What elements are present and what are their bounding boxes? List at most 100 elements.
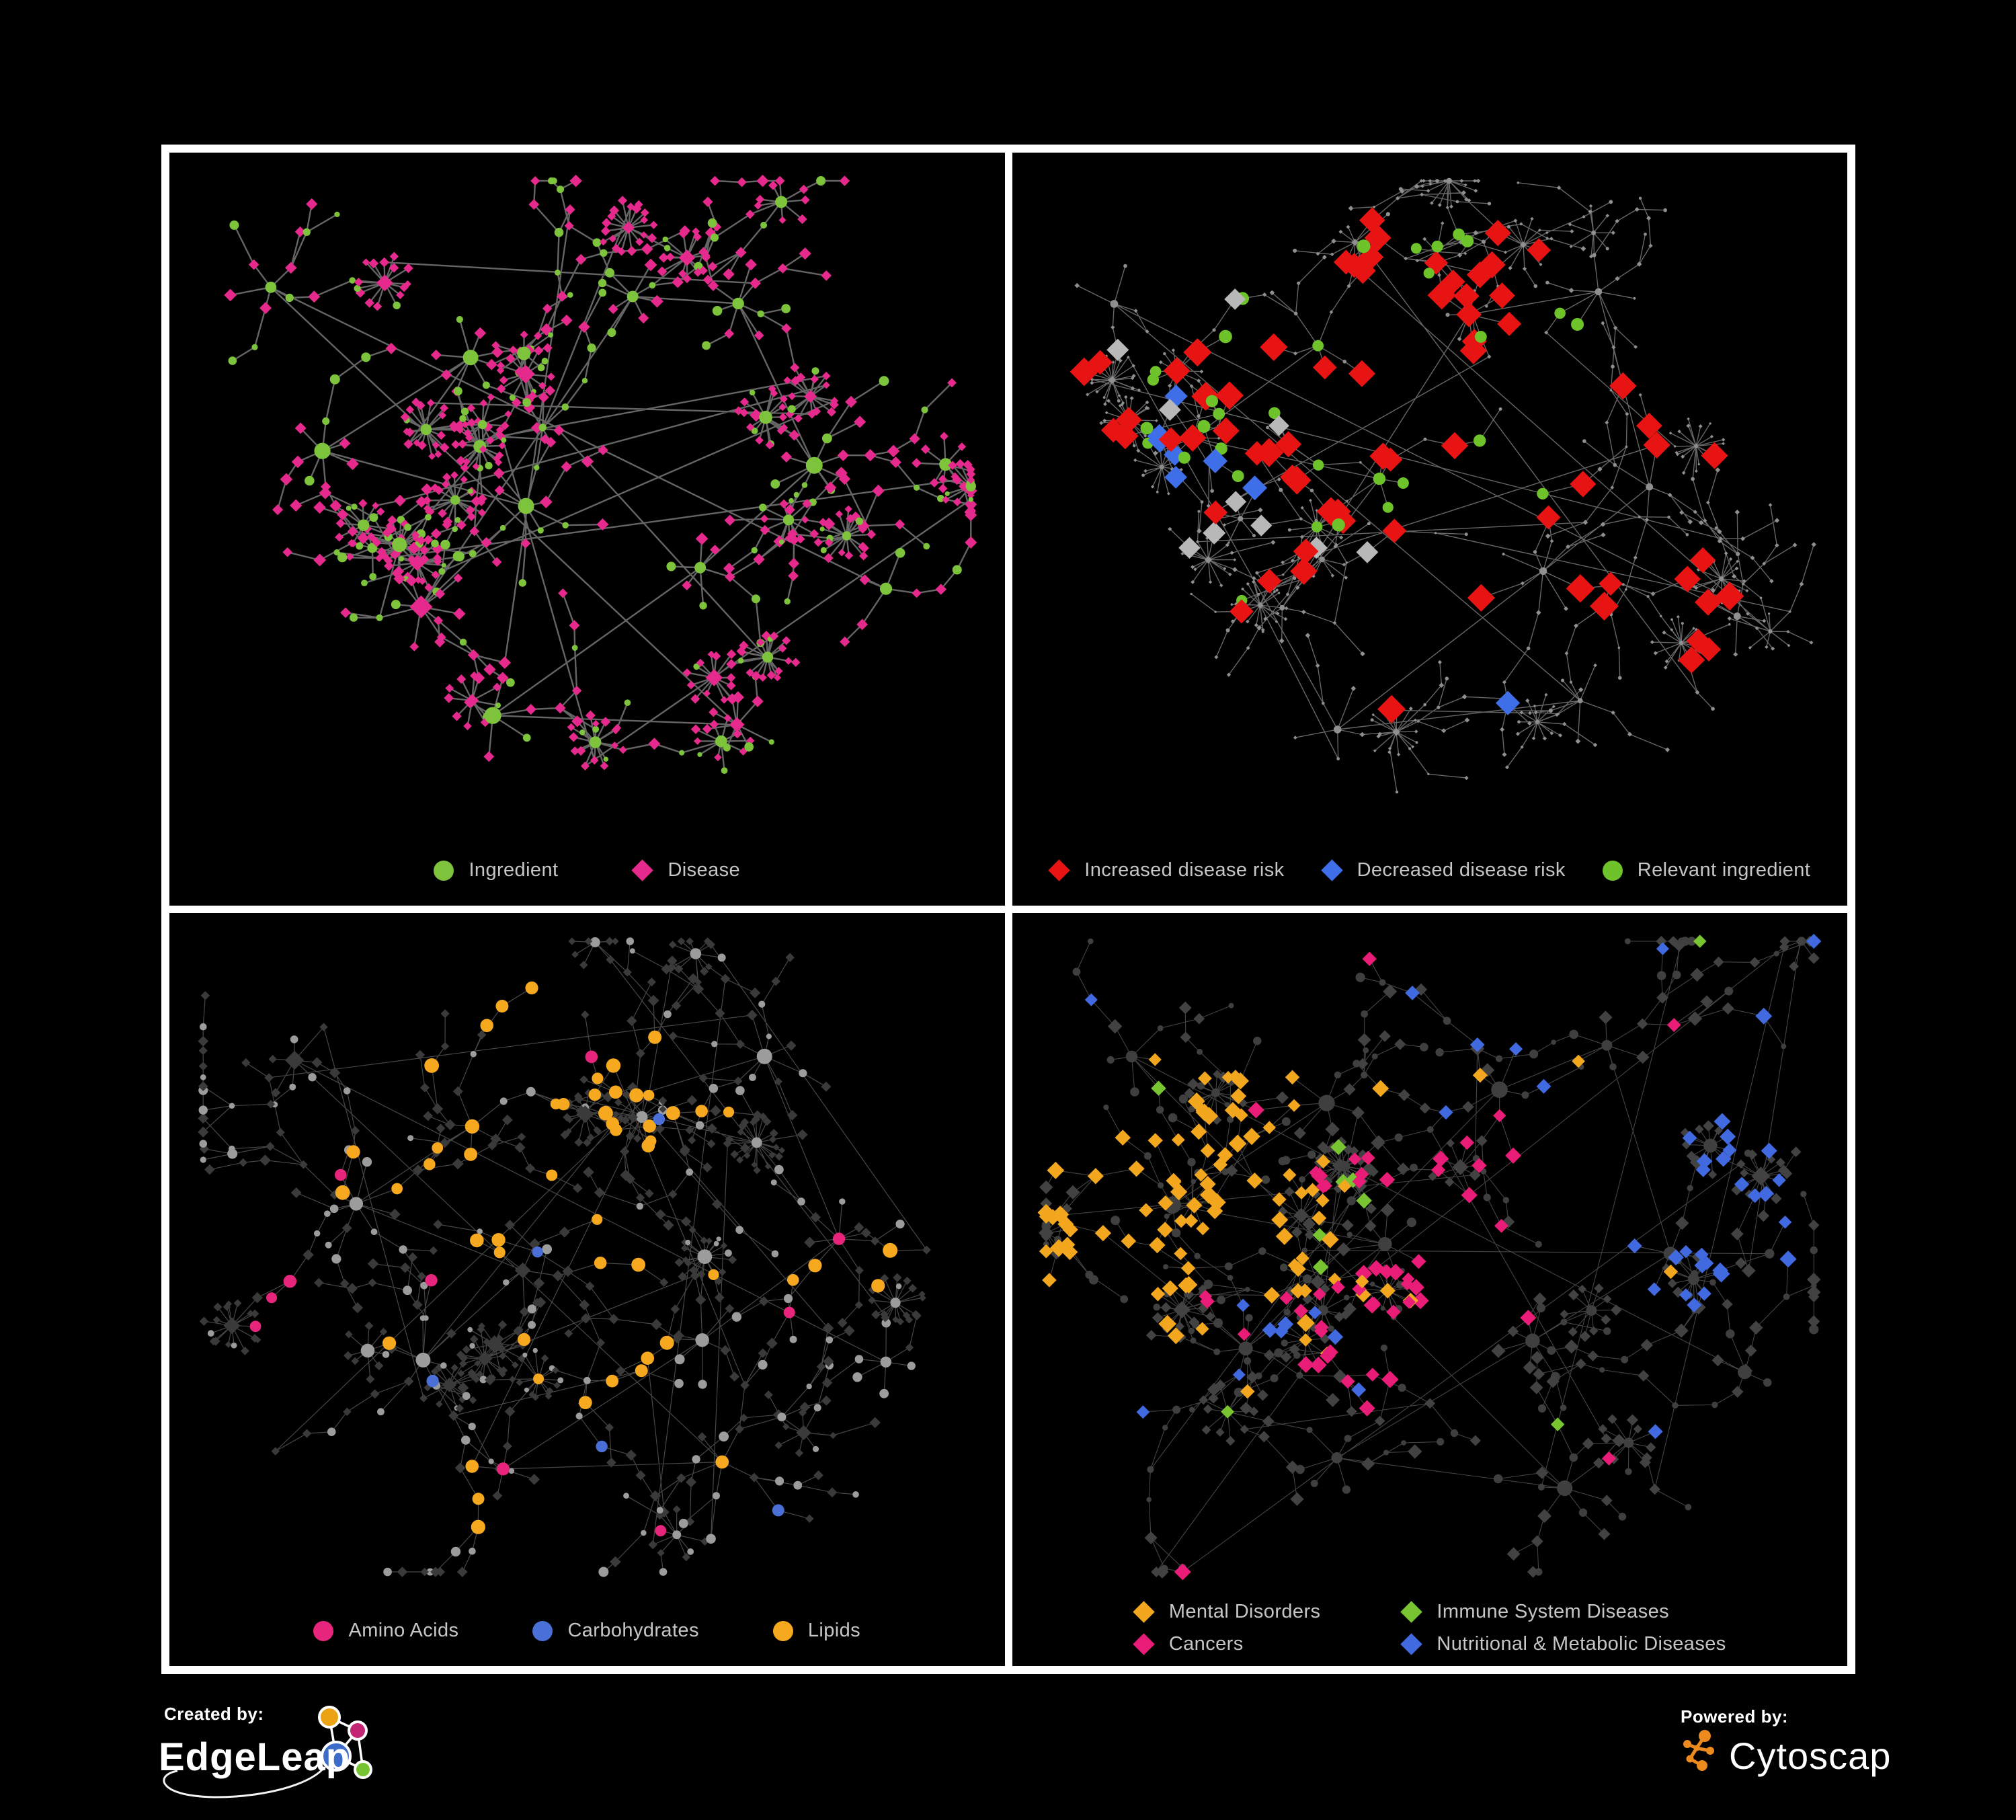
- circle-node: [1533, 705, 1536, 707]
- diamond-node: [494, 485, 505, 496]
- diamond-node: [407, 555, 416, 563]
- diamond-node: [788, 570, 799, 582]
- highlight-diamond-node: [1061, 1244, 1078, 1261]
- circle-node: [923, 543, 930, 550]
- circle-node: [825, 1336, 834, 1344]
- circle-node: [1638, 515, 1641, 518]
- diamond-node: [349, 539, 358, 548]
- diamond-node: [605, 937, 614, 946]
- circle-node: [1370, 718, 1374, 722]
- diamond-node: [1437, 660, 1442, 664]
- diamond-node: [1448, 179, 1453, 183]
- circle-node: [532, 1347, 538, 1353]
- circle-node: [1338, 1160, 1350, 1172]
- diamond-node: [730, 1150, 739, 1159]
- circle-node: [799, 1069, 807, 1078]
- diamond-node: [1506, 1325, 1519, 1337]
- diamond-node: [647, 233, 657, 243]
- diamond-node: [430, 1567, 440, 1577]
- highlight-circle-node: [1423, 268, 1435, 279]
- diamond-node: [450, 1363, 459, 1372]
- diamond-node: [966, 465, 975, 474]
- circle-node: [816, 176, 826, 186]
- diamond-node: [547, 372, 555, 381]
- diamond-node: [1196, 528, 1202, 534]
- diamond-node: [788, 392, 797, 401]
- circle-node: [571, 645, 578, 651]
- diamond-node: [580, 1313, 592, 1324]
- diamond-node: [423, 1111, 434, 1121]
- diamond-node: [745, 423, 755, 432]
- highlight-diamond-node: [1224, 491, 1246, 513]
- diamond-node: [407, 1252, 418, 1263]
- circle-node: [1409, 1163, 1418, 1172]
- circle-node: [1336, 757, 1340, 760]
- diamond-node: [1582, 520, 1588, 525]
- diamond-node: [1416, 719, 1420, 723]
- legend-item-carbohydrates: Carbohydrates: [532, 1620, 698, 1642]
- highlight-circle-node: [1197, 420, 1210, 433]
- diamond-node: [622, 967, 632, 977]
- diamond-node: [760, 514, 769, 523]
- circle-node: [659, 1568, 668, 1576]
- diamond-node: [1811, 542, 1816, 547]
- diamond-node: [609, 205, 620, 216]
- diamond-node: [486, 436, 495, 445]
- highlight-circle-node: [608, 1085, 622, 1099]
- circle-node: [1605, 247, 1609, 251]
- diamond-node: [567, 723, 575, 731]
- diamond-node: [453, 607, 466, 620]
- diamond-node: [450, 471, 458, 479]
- diamond-node: [1646, 215, 1651, 221]
- diamond-node: [553, 1382, 561, 1389]
- diamond-node: [1085, 393, 1089, 397]
- circle-node: [360, 1343, 375, 1358]
- circle-node: [1132, 444, 1136, 448]
- diamond-node: [397, 1567, 408, 1577]
- diamond-node: [1150, 485, 1154, 489]
- diamond-node: [1238, 1098, 1248, 1108]
- circle-node: [562, 522, 569, 528]
- diamond-node: [1293, 736, 1297, 740]
- circle-node: [674, 1354, 685, 1365]
- circle-node: [1624, 1468, 1632, 1475]
- diamond-node: [1208, 580, 1212, 584]
- diamond-node: [750, 277, 761, 289]
- circle-node: [1273, 1348, 1283, 1357]
- circle-node: [419, 1315, 426, 1321]
- diamond-node: [509, 1376, 516, 1383]
- diamond-node: [746, 1009, 758, 1021]
- diamond-node: [1640, 1339, 1653, 1351]
- diamond-node: [1262, 1415, 1275, 1427]
- diamond-node: [343, 1407, 352, 1416]
- diamond-node: [1422, 237, 1426, 241]
- diamond-node: [368, 1278, 377, 1288]
- diamond-node: [1564, 1339, 1578, 1354]
- diamond-node: [648, 738, 661, 750]
- diamond-node: [1275, 611, 1279, 616]
- circle-node: [968, 497, 973, 502]
- diamond-node: [405, 428, 415, 438]
- diamond-node: [1700, 995, 1713, 1008]
- highlight-circle-node: [334, 1169, 347, 1181]
- diamond-node: [1529, 216, 1534, 221]
- circle-node: [1342, 360, 1346, 364]
- diamond-node: [686, 680, 696, 690]
- edgeleap-swoosh: [163, 1766, 326, 1798]
- diamond-node: [677, 937, 686, 945]
- diamond-node: [1549, 539, 1554, 543]
- circle-node: [1666, 516, 1670, 519]
- diamond-node: [434, 636, 446, 647]
- diamond-node: [479, 399, 488, 407]
- circle-node: [1279, 604, 1285, 610]
- diamond-node: [405, 405, 415, 414]
- diamond-node: [1375, 734, 1381, 739]
- diamond-node: [533, 1277, 545, 1289]
- diamond-node: [1740, 536, 1745, 541]
- highlight-diamond-node: [1352, 1174, 1366, 1189]
- highlight-circle-node: [1205, 395, 1218, 407]
- circle-node: [349, 613, 358, 622]
- diamond-node: [1513, 219, 1517, 223]
- diamond-node: [454, 1462, 466, 1474]
- circle-node: [1146, 407, 1150, 410]
